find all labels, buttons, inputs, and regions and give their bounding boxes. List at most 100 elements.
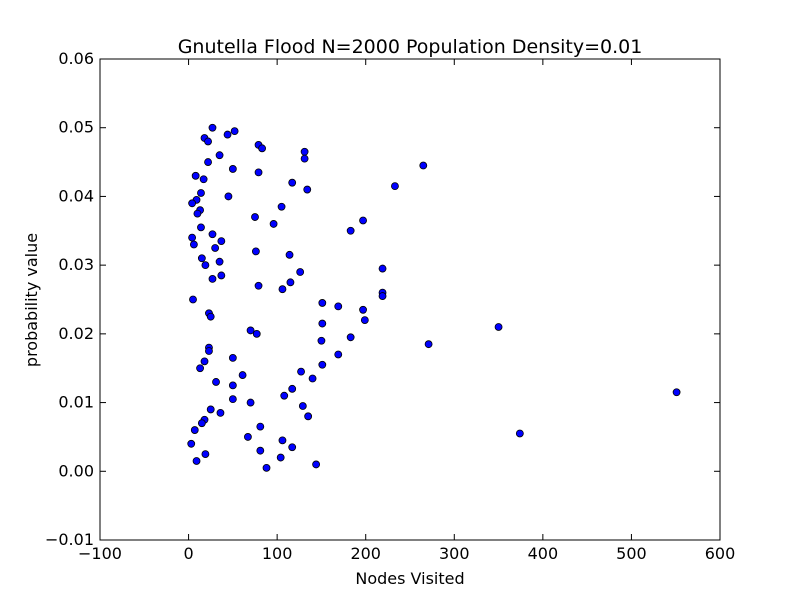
scatter-point [190, 426, 199, 434]
scatter-point [334, 350, 343, 359]
scatter-point [262, 463, 271, 472]
x-tick-label: 100 [262, 544, 293, 563]
scatter-point [217, 237, 226, 245]
scatter-point [208, 123, 217, 132]
scatter-point [254, 168, 263, 177]
scatter-point [318, 299, 327, 307]
scatter-point [391, 182, 399, 191]
scatter-point [278, 285, 287, 294]
y-tick-label: −0.01 [45, 530, 94, 549]
scatter-point [308, 374, 317, 383]
scatter-point [238, 371, 247, 379]
scatter-point [197, 254, 206, 263]
data-points [187, 123, 681, 472]
scatter-point [189, 240, 198, 249]
y-tick-label: 0.06 [58, 49, 94, 68]
scatter-point [251, 213, 259, 221]
scatter-point [205, 347, 213, 355]
scatter-point [189, 295, 197, 304]
scatter-point [206, 312, 215, 321]
chart-title: Gnutella Flood N=2000 Population Density… [178, 36, 643, 58]
scatter-point [494, 323, 503, 331]
scatter-point [188, 199, 197, 208]
x-tick-label: 200 [350, 544, 381, 563]
scatter-point [193, 209, 202, 218]
scatter-point [672, 388, 681, 397]
x-axis-label: Nodes Visited [355, 569, 464, 588]
scatter-point [246, 326, 255, 335]
scatter-point [204, 158, 212, 166]
scatter-point [256, 446, 265, 455]
y-tick-label: 0.01 [58, 393, 94, 412]
scatter-point [303, 185, 312, 194]
scatter-point [215, 257, 224, 266]
scatter-point [211, 244, 220, 252]
plot-frame [99, 58, 721, 541]
scatter-point [297, 367, 305, 376]
scatter-point [187, 439, 196, 448]
scatter-point [230, 127, 239, 136]
scatter-point [208, 274, 217, 283]
scatter-point [296, 268, 305, 276]
scatter-point [212, 378, 220, 386]
scatter-point [206, 405, 215, 414]
scatter-point [228, 354, 237, 362]
scatter-point [378, 264, 387, 273]
scatter-point [228, 165, 237, 173]
scatter-point [346, 226, 355, 235]
x-tick-label: −100 [78, 544, 122, 563]
scatter-point [197, 223, 205, 232]
scatter-point [204, 137, 212, 146]
scatter-point [199, 175, 208, 184]
scatter-point [196, 364, 204, 373]
scatter-point [258, 144, 266, 153]
y-axis-label: probability value [22, 233, 41, 367]
y-tick-label: 0.03 [58, 255, 94, 274]
scatter-point [378, 292, 387, 300]
scatter-point [359, 305, 367, 314]
scatter-point [280, 391, 289, 400]
x-tick-label: 500 [616, 544, 647, 563]
scatter-point [318, 360, 327, 369]
scatter-point [200, 357, 209, 366]
y-tick-label: 0.00 [58, 461, 94, 480]
scatter-point [312, 460, 321, 469]
tick-labels: −100 0 100 200 300 400 500 600 −0.01 0.00 0.01 0.02… [45, 49, 735, 563]
scatter-point [256, 422, 265, 431]
scatter-point [228, 381, 237, 390]
scatter-point [197, 189, 205, 197]
x-tick-label: 0 [183, 544, 193, 563]
scatter-point [244, 433, 252, 441]
scatter-point [252, 329, 261, 338]
scatter-point [276, 453, 285, 462]
scatter-point [317, 336, 326, 345]
scatter-point [300, 147, 309, 156]
scatter-point [278, 436, 287, 445]
scatter-point [277, 202, 286, 211]
scatter-point [360, 316, 369, 325]
x-tick-label: 300 [439, 544, 470, 563]
scatter-point [346, 333, 355, 342]
scatter-point [288, 178, 297, 187]
scatter-point [304, 412, 313, 421]
x-tick-label: 400 [528, 544, 559, 563]
y-tick-label: 0.04 [58, 186, 94, 205]
x-tick-label: 600 [705, 544, 736, 563]
scatter-point [201, 261, 210, 270]
scatter-point [288, 384, 297, 393]
scatter-point [188, 233, 197, 242]
scatter-point [192, 457, 201, 465]
scatter-point [269, 220, 278, 228]
scatter-point [419, 161, 428, 170]
scatter-point [223, 130, 232, 139]
scatter-point [246, 398, 255, 407]
scatter-point [300, 154, 309, 163]
scatter-point [217, 271, 226, 280]
scatter-point [254, 281, 263, 290]
scatter-point [334, 302, 343, 311]
scatter-point [285, 250, 294, 259]
scatter-point [515, 429, 524, 438]
y-tick-label: 0.02 [58, 324, 94, 343]
scatter-point [424, 340, 433, 349]
